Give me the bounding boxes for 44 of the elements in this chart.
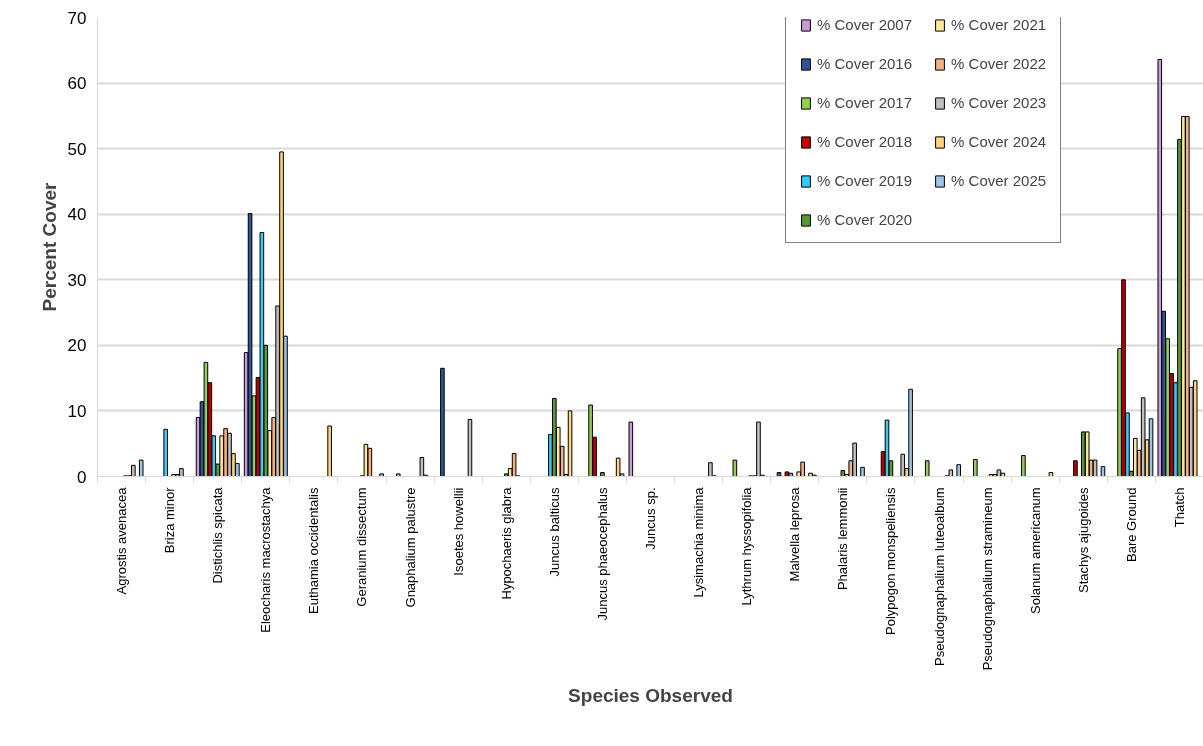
x-axis-title: Species Observed <box>568 685 733 707</box>
legend-label: % Cover 2018 <box>817 133 913 150</box>
x-tick-label: Lysimachia minima <box>691 486 707 598</box>
legend-label: % Cover 2021 <box>951 16 1047 33</box>
x-tick-label: Gnaphalium palustre <box>402 487 418 608</box>
x-tick-label: Solanum americanum <box>1027 487 1043 614</box>
legend-label: % Cover 2019 <box>817 172 913 189</box>
legend-label: % Cover 2024 <box>951 133 1047 150</box>
x-tick-label: Euthamia occidentalis <box>306 487 322 614</box>
x-tick-label: Juncus balticus <box>546 487 562 577</box>
x-tick-label: Eleocharis macrostachya <box>258 486 274 633</box>
legend-label: % Cover 2025 <box>951 172 1047 189</box>
x-tick-label: Juncus phaeocephalus <box>594 487 610 621</box>
x-tick-label: Pseudognaphalium luteoalbum <box>931 487 947 667</box>
x-tick-label: Thatch <box>1171 487 1187 528</box>
x-tick-label: Juncus sp. <box>643 487 658 550</box>
x-tick-label: Pseudognaphalium stramineum <box>979 487 995 671</box>
x-tick-label: Briza minor <box>162 486 178 554</box>
y-axis-title: Percent Cover <box>38 181 60 312</box>
x-tick-label: Polypogon monspeliensis <box>883 487 899 635</box>
x-tick-label: Isoetes howellii <box>450 487 466 576</box>
y-tick-label: 60 <box>67 74 87 94</box>
y-tick-label: 10 <box>67 401 87 421</box>
legend-label: % Cover 2023 <box>951 94 1047 111</box>
legend-label: % Cover 2007 <box>817 16 913 33</box>
y-tick-label: 70 <box>67 8 87 28</box>
x-tick-label: Bare Ground <box>1123 487 1139 562</box>
y-tick-label: 30 <box>67 270 87 290</box>
y-tick-label: 50 <box>67 139 87 159</box>
x-tick-label: Stachys ajugoides <box>1075 487 1091 594</box>
legend-label: % Cover 2017 <box>817 94 913 111</box>
x-tick-label: Geranium dissectum <box>354 487 370 607</box>
x-tick-label: Phalaris lemmonii <box>835 487 851 591</box>
x-tick-label: Hypochaeris glabra <box>498 486 514 600</box>
y-tick-label: 40 <box>67 205 87 225</box>
y-tick-label: 0 <box>77 467 87 487</box>
x-tick-label: Lythrum hyssopifolia <box>739 486 755 606</box>
legend-label: % Cover 2022 <box>951 55 1047 72</box>
x-tick-label: Agrostis avenacea <box>114 486 130 595</box>
legend-label: % Cover 2020 <box>817 211 913 228</box>
x-tick-label: Distichlis spicata <box>210 486 226 584</box>
x-tick-label: Malvella leprosa <box>787 486 803 582</box>
legend-label: % Cover 2016 <box>817 55 913 72</box>
y-tick-label: 20 <box>67 336 87 356</box>
